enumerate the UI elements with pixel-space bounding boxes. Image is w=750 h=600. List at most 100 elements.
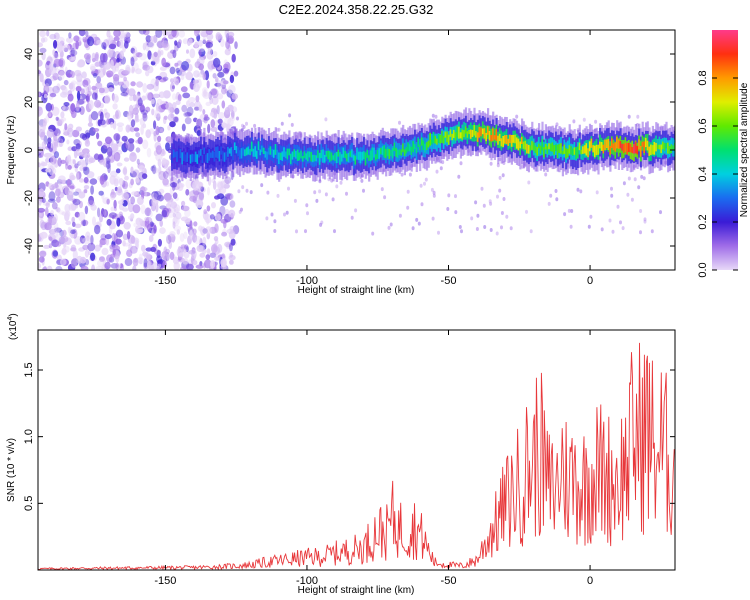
scatter-mark (622, 181, 626, 186)
noise-mark (38, 188, 45, 198)
noise-mark (60, 235, 69, 243)
noise-mark (189, 220, 193, 230)
scatter-mark (415, 217, 419, 222)
ridge-mark (402, 143, 405, 153)
scatter-mark (650, 229, 654, 234)
noise-mark (154, 249, 162, 255)
ridge-mark (403, 149, 406, 156)
noise-mark (126, 113, 133, 120)
noise-mark (151, 196, 159, 207)
ridge-mark (250, 141, 254, 152)
noise-mark (40, 162, 48, 167)
noise-mark (66, 154, 72, 162)
noise-mark (90, 111, 99, 121)
noise-mark (108, 226, 113, 235)
noise-mark (224, 48, 231, 56)
noise-mark (230, 116, 236, 121)
noise-mark (87, 200, 95, 207)
ridge-mark (480, 127, 483, 137)
noise-mark (163, 115, 168, 121)
ridge-mark (274, 144, 277, 155)
spectrogram-axes: -150 -100 -50 0 -40 -20 0 20 40 (23, 30, 675, 287)
noise-mark (96, 75, 101, 84)
noise-mark (48, 236, 53, 241)
noise-mark (217, 181, 224, 191)
scatter-mark (411, 226, 415, 231)
noise-mark (122, 207, 129, 212)
noise-mark (115, 109, 121, 120)
ridge-mark (233, 142, 237, 150)
noise-mark (102, 157, 109, 168)
noise-mark (57, 157, 62, 167)
noise-mark (104, 234, 112, 240)
y-tick-label: 1.0 (23, 429, 35, 444)
noise-mark (63, 44, 71, 52)
noise-mark (111, 232, 116, 242)
noise-mark (128, 215, 134, 220)
noise-mark (169, 231, 176, 237)
ridge-mark (429, 132, 432, 146)
noise-mark (172, 77, 178, 82)
scatter-mark (555, 197, 559, 202)
noise-mark (181, 200, 186, 207)
scatter-mark (621, 226, 625, 231)
y-tick-label: 1.5 (23, 362, 35, 377)
noise-mark (153, 120, 157, 130)
ridge-mark (334, 153, 337, 161)
ridge-mark (181, 152, 184, 165)
noise-mark (234, 41, 238, 49)
noise-mark (57, 43, 63, 53)
ridge-mark (232, 149, 235, 161)
noise-mark (72, 129, 80, 138)
ridge-mark (395, 147, 398, 157)
ridge-mark (663, 142, 666, 151)
noise-mark (105, 160, 111, 169)
scatter-mark (249, 190, 253, 195)
scatter-mark (627, 114, 631, 119)
ridge-mark (563, 144, 566, 154)
noise-mark (140, 109, 149, 115)
noise-mark (138, 30, 147, 35)
noise-mark (180, 248, 187, 254)
noise-mark (179, 233, 185, 242)
noise-mark (147, 50, 152, 60)
ridge-mark (373, 147, 376, 158)
noise-mark (116, 217, 121, 227)
ridge-mark (543, 147, 546, 158)
scatter-mark (400, 172, 404, 177)
noise-mark (38, 59, 43, 67)
y-tick-label: 20 (23, 96, 35, 108)
noise-mark (59, 118, 64, 124)
ridge-mark (622, 143, 626, 154)
ridge-mark (629, 144, 632, 153)
scatter-mark (608, 218, 612, 223)
noise-mark (124, 31, 131, 38)
noise-mark (43, 36, 48, 43)
noise-mark (139, 186, 148, 192)
ridge-mark (194, 151, 197, 163)
noise-mark (132, 169, 140, 178)
noise-mark (231, 110, 235, 119)
noise-mark (178, 39, 182, 45)
snr-axes: -150 -100 -50 0 0.5 1.0 1.5 (23, 330, 675, 587)
ridge-mark (597, 144, 600, 155)
noise-mark (43, 84, 50, 94)
ridge-mark (189, 154, 192, 164)
noise-mark (228, 242, 233, 252)
noise-mark (140, 204, 146, 215)
noise-mark (130, 47, 135, 54)
noise-mark (78, 211, 86, 222)
scatter-mark (489, 161, 493, 166)
scatter-mark (595, 190, 599, 195)
noise-mark (202, 249, 207, 254)
noise-mark (58, 70, 65, 81)
scatter-mark (419, 183, 423, 188)
ridge-mark (580, 149, 583, 155)
noise-mark (128, 104, 134, 114)
scatter-mark (600, 227, 604, 232)
ridge-mark (211, 150, 214, 158)
noise-mark (128, 88, 136, 97)
noise-mark (169, 121, 176, 128)
noise-mark (100, 145, 108, 154)
ridge-mark (461, 129, 464, 140)
